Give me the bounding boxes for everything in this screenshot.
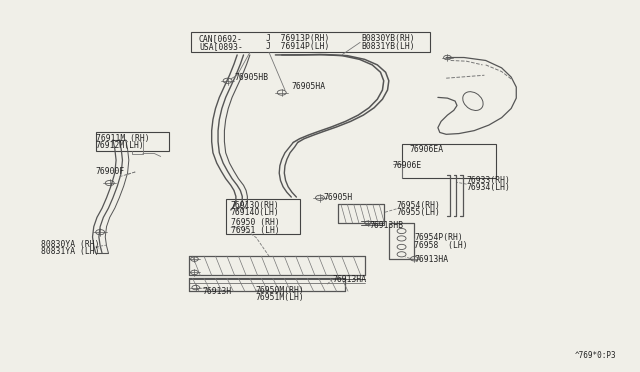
Text: 76900F: 76900F [96,167,125,176]
Text: 76906E: 76906E [393,161,422,170]
Text: 76951 (LH): 76951 (LH) [231,226,280,235]
Text: 76913HA: 76913HA [333,275,367,283]
Text: 76906EA: 76906EA [409,145,444,154]
Text: 76951M(LH): 76951M(LH) [255,293,304,302]
Text: 76914O(LH): 76914O(LH) [231,208,280,217]
Text: 76912M(LH): 76912M(LH) [96,141,145,150]
Bar [96,132,169,151]
Bar [401,144,496,178]
Text: 76933(RH): 76933(RH) [467,176,511,185]
Text: 76950M(RH): 76950M(RH) [255,286,304,295]
Text: 76905HA: 76905HA [291,82,326,91]
Text: J  76913P(RH): J 76913P(RH) [266,34,329,43]
Text: 76911M (RH): 76911M (RH) [96,134,149,142]
Text: 76955(LH): 76955(LH) [396,208,440,217]
Text: USA[0893-: USA[0893- [199,42,243,51]
Text: 76905H: 76905H [323,193,353,202]
Text: 76958  (LH): 76958 (LH) [414,241,468,250]
Text: B0831YB(LH): B0831YB(LH) [362,42,415,51]
Text: CAN[0692-: CAN[0692- [199,34,243,43]
Bar [227,199,300,234]
Text: 76905HB: 76905HB [234,73,268,81]
Bar [191,32,430,52]
Text: B0830YB(RH): B0830YB(RH) [362,34,415,43]
Text: 80831YA (LH): 80831YA (LH) [41,247,99,256]
Text: 76954(RH): 76954(RH) [396,201,440,210]
Text: ^769*0:P3: ^769*0:P3 [575,351,616,360]
Text: 76913Q(RH): 76913Q(RH) [231,201,280,210]
Text: 76913HB: 76913HB [369,221,403,230]
Text: J  76914P(LH): J 76914P(LH) [266,42,329,51]
Text: 76950 (RH): 76950 (RH) [231,218,280,227]
Text: 76954P(RH): 76954P(RH) [414,233,463,242]
Text: 80830YA (RH): 80830YA (RH) [41,240,99,249]
Text: 76913H: 76913H [202,287,232,296]
Text: 76934(LH): 76934(LH) [467,183,511,192]
Text: 76913HA: 76913HA [414,255,449,264]
